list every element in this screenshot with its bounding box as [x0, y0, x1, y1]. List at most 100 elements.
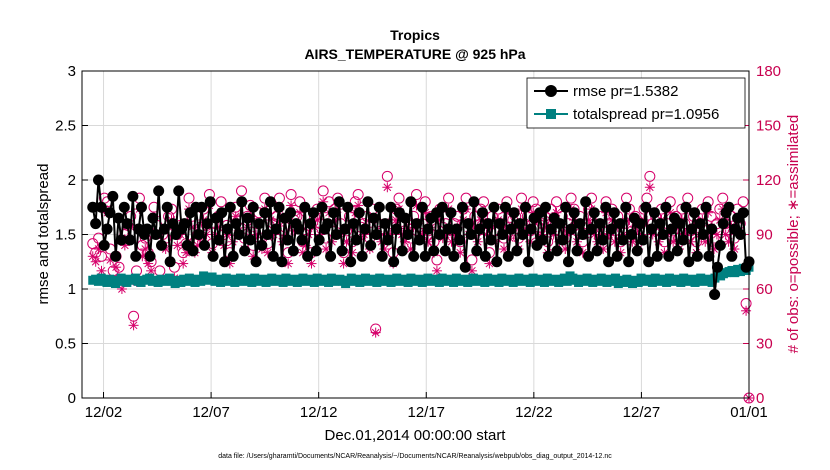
- rmse-point: [178, 218, 190, 230]
- rmse-point: [107, 190, 119, 202]
- rmse-point: [497, 229, 509, 240]
- rmse-point: [227, 250, 239, 262]
- rmse-point: [408, 250, 420, 262]
- rmse-point: [373, 201, 385, 213]
- x-tick-label: 12/07: [192, 404, 230, 421]
- legend-spread-marker: [546, 109, 556, 119]
- rmse-point: [187, 245, 199, 257]
- rmse-point: [147, 212, 159, 224]
- possible-obs-point: [565, 192, 577, 204]
- rmse-point: [608, 207, 620, 219]
- rmse-point: [411, 218, 423, 230]
- plot-frame: [81, 70, 750, 399]
- rmse-point: [674, 218, 686, 230]
- rmse-point: [583, 250, 595, 262]
- rmse-point: [264, 196, 276, 208]
- rmse-point: [113, 212, 125, 224]
- rmse-point: [680, 201, 692, 213]
- rmse-point: [121, 218, 133, 230]
- rmse-point: [376, 250, 388, 262]
- rmse-point: [505, 223, 517, 235]
- rmse-point: [514, 218, 526, 230]
- rmse-point: [110, 250, 122, 262]
- x-tick-label: 01/01: [730, 404, 768, 421]
- rmse-point: [262, 229, 274, 240]
- possible-obs-point: [551, 196, 563, 208]
- rmse-point: [603, 256, 615, 268]
- rmse-point: [525, 223, 537, 235]
- rmse-point: [660, 201, 672, 213]
- rmse-point: [385, 201, 397, 213]
- rmse-point: [348, 218, 360, 230]
- rmse-point: [247, 201, 259, 213]
- rmse-point: [299, 201, 311, 213]
- rmse-point: [491, 256, 503, 268]
- assimilated-obs-point: [111, 262, 122, 273]
- rmse-point: [471, 245, 483, 257]
- rmse-point: [98, 239, 110, 251]
- rmse-point: [327, 207, 339, 219]
- x-tick-label: 12/17: [407, 404, 445, 421]
- rmse-point: [336, 245, 348, 257]
- rmse-point: [333, 196, 345, 208]
- possible-obs-point: [349, 196, 361, 208]
- possible-obs-point: [516, 192, 528, 204]
- totalspread-point: [196, 276, 206, 286]
- rmse-point: [416, 201, 428, 213]
- rmse-point: [204, 196, 216, 208]
- rmse-point: [677, 234, 689, 246]
- rmse-point: [127, 190, 139, 202]
- rmse-point: [207, 250, 219, 262]
- rmse-point: [216, 207, 228, 219]
- possible-obs-point: [352, 189, 364, 201]
- x-axis-label: Dec.01,2014 00:00:00 start: [325, 427, 507, 444]
- rmse-point: [634, 218, 646, 230]
- rmse-point: [219, 256, 231, 268]
- rmse-point: [92, 174, 104, 186]
- x-tick-label: 12/12: [300, 404, 338, 421]
- rmse-point: [571, 245, 583, 257]
- rmse-point: [439, 245, 451, 257]
- rmse-point: [697, 229, 709, 240]
- rmse-point: [399, 212, 411, 224]
- rmse-point: [273, 201, 285, 213]
- rmse-point: [474, 223, 486, 235]
- y-tick-label-right: 150: [756, 118, 781, 135]
- rmse-point: [591, 245, 603, 257]
- rmse-point: [124, 234, 136, 246]
- rmse-point: [580, 196, 592, 208]
- rmse-point: [310, 245, 322, 257]
- y-tick-label-right: 60: [756, 281, 773, 298]
- y-tick-label: 2: [68, 172, 76, 189]
- rmse-point: [499, 201, 511, 213]
- possible-obs-point: [466, 254, 478, 266]
- possible-obs-point: [215, 196, 227, 208]
- data-file-footer: data file: /Users/gharamti/Documents/NCA…: [218, 453, 612, 460]
- rmse-point: [293, 223, 305, 235]
- rmse-point: [164, 256, 176, 268]
- rmse-point: [342, 201, 354, 213]
- rmse-point: [353, 207, 365, 219]
- rmse-point: [448, 250, 460, 262]
- rmse-point: [703, 250, 715, 262]
- rmse-point: [213, 234, 225, 246]
- rmse-point: [379, 218, 391, 230]
- rmse-point: [396, 245, 408, 257]
- x-tick-label: 12/02: [85, 404, 123, 421]
- rmse-point: [577, 229, 589, 240]
- rmse-point: [617, 234, 629, 246]
- rmse-point: [605, 223, 617, 235]
- rmse-point: [316, 201, 328, 213]
- rmse-point: [270, 223, 282, 235]
- possible-obs-point: [285, 189, 297, 201]
- rmse-point: [637, 234, 649, 246]
- possible-obs-point: [236, 185, 248, 197]
- rmse-point: [436, 201, 448, 213]
- rmse-point: [482, 218, 494, 230]
- rmse-point: [356, 250, 368, 262]
- rmse-point: [305, 218, 317, 230]
- rmse-point: [368, 212, 380, 224]
- rmse-point: [517, 229, 529, 240]
- rmse-point: [118, 201, 130, 213]
